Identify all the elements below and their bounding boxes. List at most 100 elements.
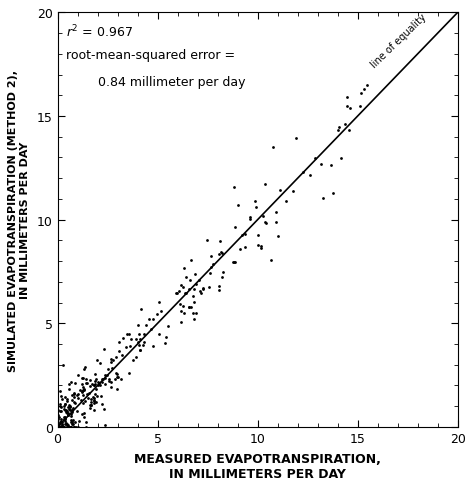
Point (115, 339, 123, 346)
Point (136, 331, 143, 339)
Y-axis label: SIMULATED EVAPOTRANSPIRATION (METHOD 2),
IN MILLIMETERS PER DAY: SIMULATED EVAPOTRANSPIRATION (METHOD 2),… (9, 69, 30, 371)
Point (161, 339, 168, 347)
Point (56, 423, 64, 431)
Point (93, 376, 100, 384)
Point (70, 423, 77, 431)
Point (197, 287, 204, 295)
Point (115, 374, 122, 382)
Point (129, 356, 137, 364)
Point (55, 423, 63, 431)
Point (190, 285, 198, 293)
Point (70, 399, 78, 407)
Point (91, 400, 98, 407)
Point (272, 209, 280, 217)
Point (63, 409, 71, 417)
Point (69, 420, 76, 427)
Point (346, 105, 354, 113)
Point (58, 418, 66, 426)
Point (59, 423, 67, 431)
Point (207, 253, 215, 261)
Point (173, 289, 181, 297)
Point (88, 398, 95, 406)
Text: line of equality: line of equality (369, 12, 428, 70)
Point (55, 423, 63, 431)
Point (67, 423, 75, 431)
Point (216, 287, 223, 295)
Point (337, 155, 345, 163)
Point (140, 339, 147, 346)
Point (63, 398, 71, 406)
Point (178, 307, 185, 315)
Point (180, 309, 188, 317)
Point (109, 365, 116, 372)
Point (343, 94, 351, 102)
Point (92, 399, 100, 407)
Point (92, 386, 100, 393)
Point (77, 396, 84, 404)
Point (126, 370, 133, 378)
Point (143, 322, 150, 329)
Point (74, 390, 82, 398)
Point (149, 342, 156, 350)
Point (67, 418, 75, 426)
Point (68, 408, 75, 416)
Point (58, 421, 65, 429)
Point (56, 418, 64, 426)
Point (187, 303, 195, 311)
Point (311, 155, 319, 163)
Point (99, 400, 106, 407)
Point (181, 264, 188, 272)
Point (118, 351, 126, 359)
Point (67, 416, 74, 424)
Point (66, 423, 73, 431)
Point (177, 318, 185, 326)
Point (299, 169, 307, 177)
Point (179, 283, 187, 291)
Point (65, 401, 73, 409)
Point (105, 375, 113, 383)
Point (73, 391, 81, 399)
Point (56, 387, 64, 395)
Point (107, 383, 115, 391)
Point (153, 310, 161, 318)
Point (232, 259, 239, 266)
Point (76, 386, 83, 394)
Point (241, 231, 249, 239)
Point (69, 407, 76, 414)
Point (58, 422, 65, 430)
Point (72, 423, 79, 431)
Text: $r^2$ = 0.967: $r^2$ = 0.967 (65, 23, 133, 40)
Point (122, 344, 129, 351)
Point (64, 422, 71, 429)
Point (87, 377, 94, 385)
Point (91, 380, 99, 387)
Point (276, 187, 283, 195)
Point (257, 244, 264, 252)
Point (93, 356, 100, 364)
Point (125, 331, 132, 339)
Point (55, 423, 63, 431)
Point (269, 144, 277, 152)
Point (59, 423, 67, 431)
Point (68, 420, 75, 428)
Point (57, 423, 65, 431)
Point (62, 408, 69, 416)
Point (64, 423, 72, 431)
Point (58, 395, 66, 403)
Point (87, 402, 94, 409)
Point (68, 391, 75, 399)
Point (103, 371, 111, 379)
Point (190, 309, 197, 317)
Point (74, 371, 82, 379)
Point (219, 269, 227, 277)
Point (259, 213, 267, 221)
Point (182, 273, 190, 281)
Point (231, 224, 238, 231)
Point (218, 249, 226, 257)
Point (188, 257, 195, 264)
Point (96, 360, 104, 367)
Point (108, 355, 115, 363)
Point (149, 315, 157, 323)
Point (109, 356, 117, 364)
Point (80, 392, 87, 400)
